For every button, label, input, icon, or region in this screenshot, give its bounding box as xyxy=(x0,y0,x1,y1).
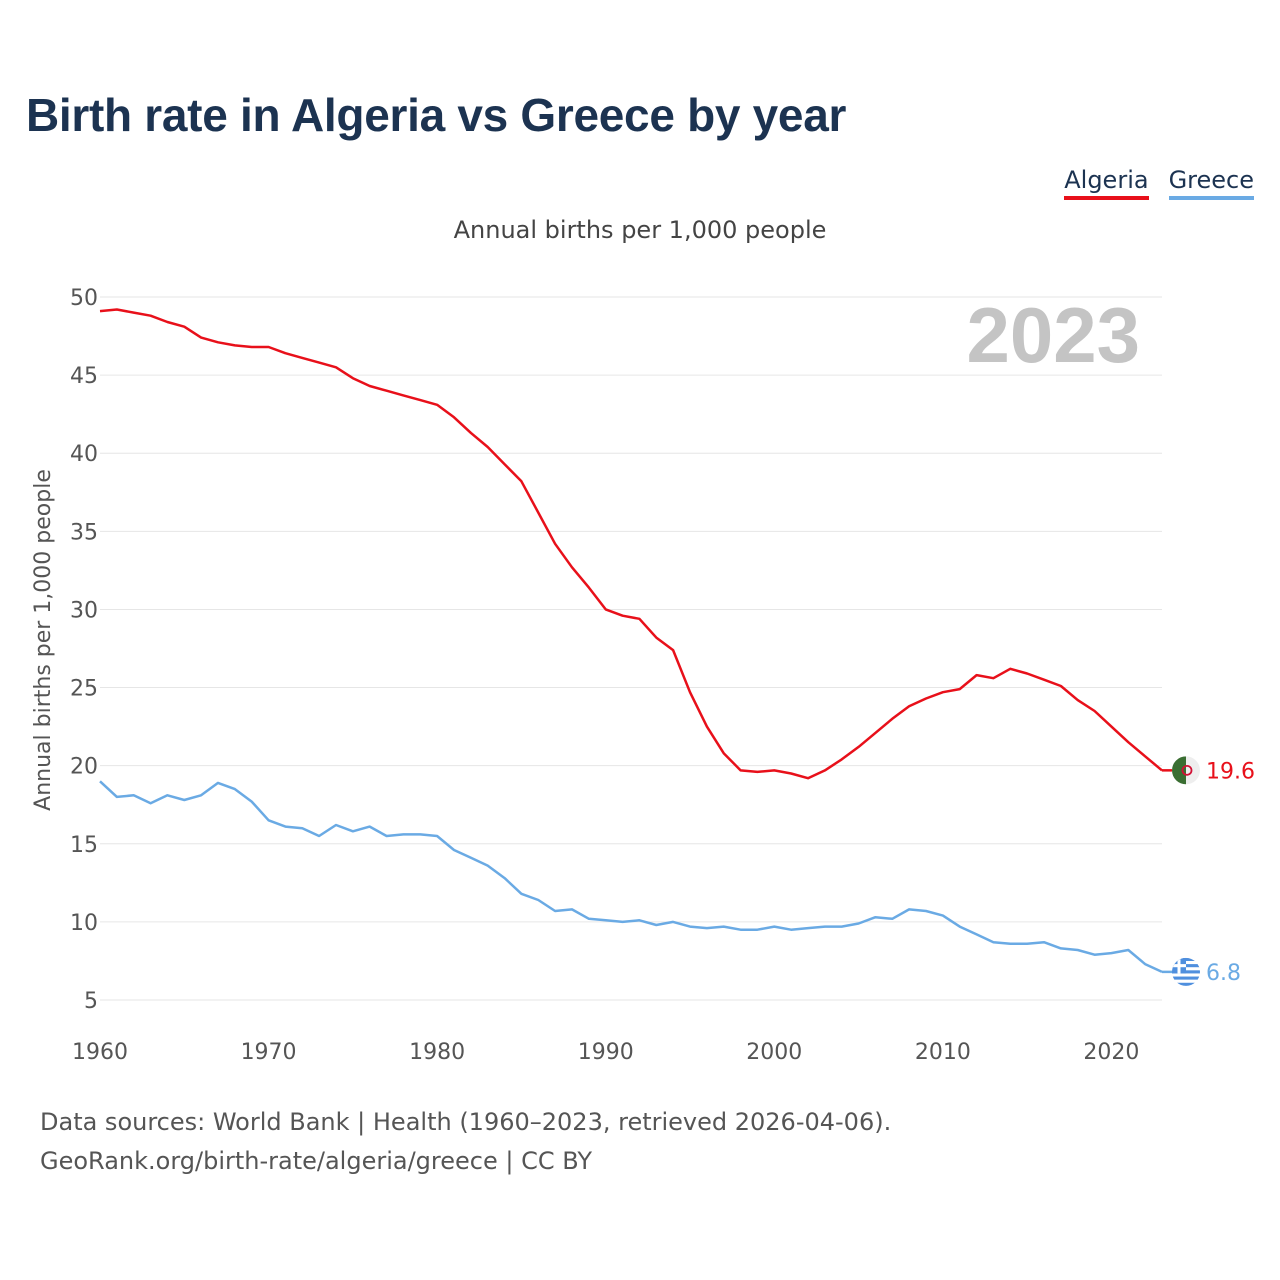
y-tick-label: 50 xyxy=(70,286,98,311)
y-tick-label: 10 xyxy=(70,911,98,936)
y-tick-label: 40 xyxy=(70,442,98,467)
y-tick-label: 45 xyxy=(70,364,98,389)
chart-subtitle: Annual births per 1,000 people xyxy=(453,216,827,244)
y-axis-label: Annual births per 1,000 people xyxy=(31,469,56,811)
x-tick-label: 1960 xyxy=(72,1040,128,1065)
chart-title: Birth rate in Algeria vs Greece by year xyxy=(26,89,847,141)
y-axis-ticks: 5 10 15 20 25 30 35 40 45 50 xyxy=(70,286,98,1014)
x-axis-ticks: 1960 1970 1980 1990 2000 2010 2020 xyxy=(72,1040,1139,1065)
x-tick-label: 2020 xyxy=(1083,1040,1139,1065)
x-tick-label: 1990 xyxy=(578,1040,634,1065)
y-tick-label: 5 xyxy=(84,989,98,1014)
y-tick-label: 15 xyxy=(70,833,98,858)
y-tick-label: 35 xyxy=(70,520,98,545)
end-value-label-algeria: 19.6 xyxy=(1206,759,1255,784)
end-markers: 19.6 6.8 xyxy=(1162,756,1255,986)
x-tick-label: 1980 xyxy=(409,1040,465,1065)
x-tick-label: 1970 xyxy=(241,1040,297,1065)
series-line-greece[interactable] xyxy=(99,780,1163,974)
y-tick-label: 20 xyxy=(70,755,98,780)
source-link[interactable]: GeoRank.org/birth-rate/algeria/greece | … xyxy=(40,1147,593,1175)
series-lines xyxy=(99,308,1163,974)
y-tick-label: 30 xyxy=(70,598,98,623)
series-line-algeria[interactable] xyxy=(99,308,1163,780)
end-value-label-greece: 6.8 xyxy=(1206,961,1241,986)
greece-flag-icon xyxy=(1172,957,1200,986)
algeria-flag-icon xyxy=(1172,756,1200,785)
legend: Algeria Greece xyxy=(1064,166,1254,200)
legend-item-algeria[interactable]: Algeria xyxy=(1064,166,1149,200)
x-tick-label: 2010 xyxy=(915,1040,971,1065)
legend-item-greece[interactable]: Greece xyxy=(1168,166,1254,200)
line-chart: 5 10 15 20 25 30 35 40 45 50 1960 1970 1980 1990 2000… xyxy=(31,286,1255,1065)
source-text: Data sources: World Bank | Health (1960–… xyxy=(40,1108,892,1136)
y-tick-label: 25 xyxy=(70,677,98,702)
x-tick-label: 2000 xyxy=(746,1040,802,1065)
gridlines xyxy=(100,296,1162,1001)
year-watermark: 2023 xyxy=(966,291,1140,379)
